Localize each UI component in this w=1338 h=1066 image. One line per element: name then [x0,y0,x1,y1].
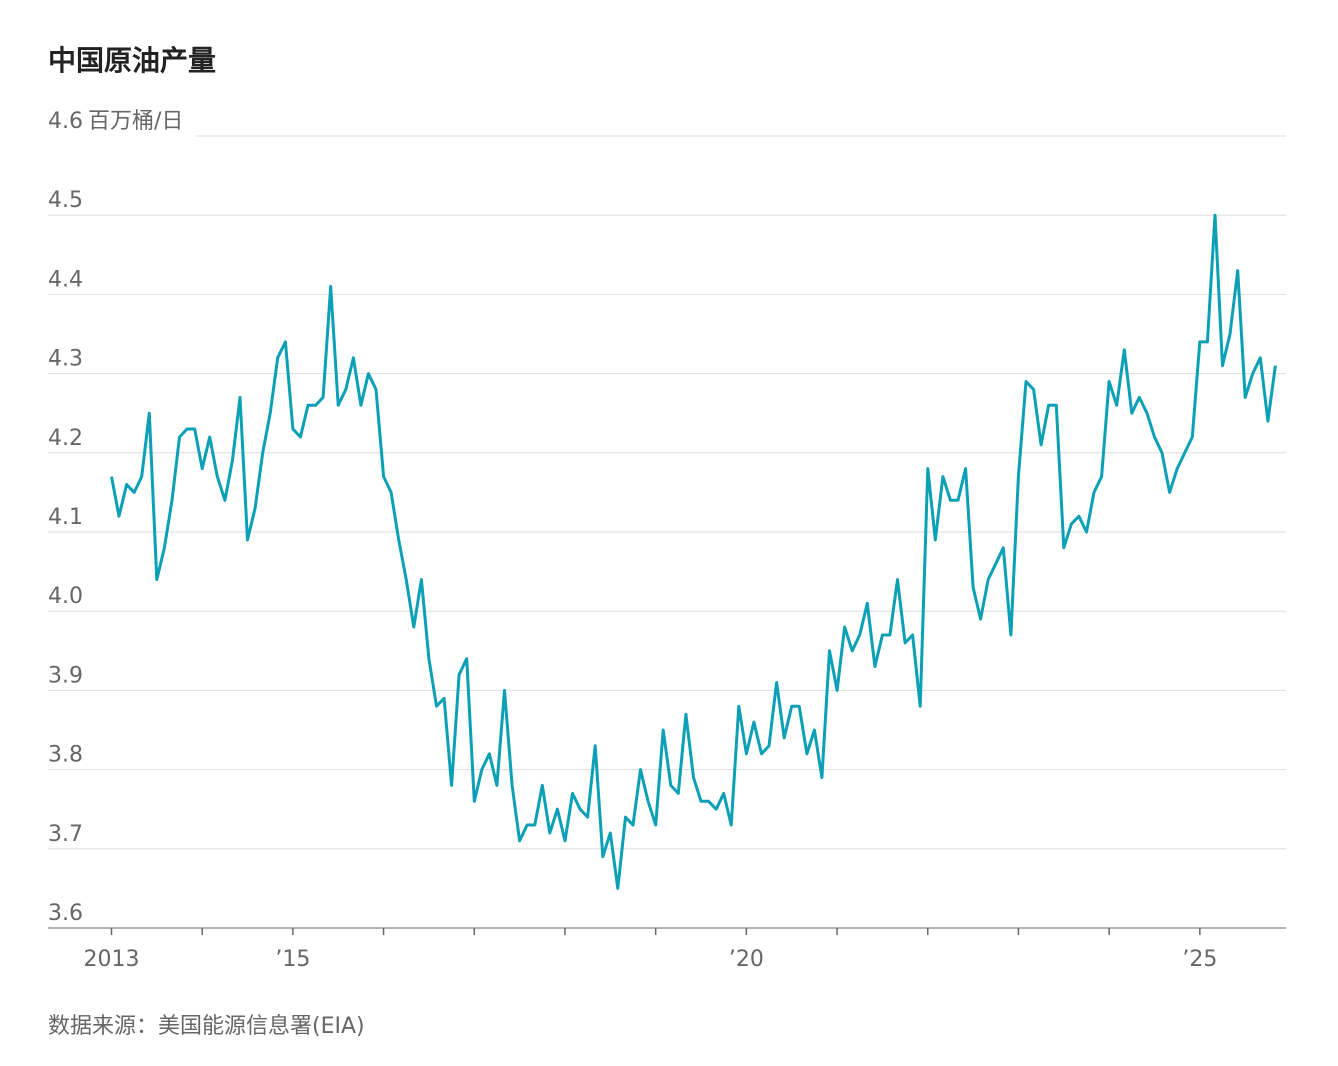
y-tick-label: 3.8 [48,743,83,768]
y-tick-label: 4.1 [48,505,83,530]
y-tick-label: 4.4 [48,267,83,292]
data-line [110,213,1277,890]
x-tick-label: ’20 [729,947,764,972]
source-note: 数据来源：美国能源信息署(EIA) [48,1014,365,1039]
y-tick-label: 3.7 [48,822,83,847]
x-tick-label: ’15 [275,947,310,972]
y-tick-label: 4.5 [48,188,83,213]
y-tick-label: 4.3 [48,347,83,372]
y-tick-label: 4.6 [48,109,83,134]
y-tick-label: 3.9 [48,663,83,688]
x-tick-label: 2013 [83,947,139,972]
x-tick-label: ’25 [1182,947,1217,972]
y-unit: 百万桶/日 [88,109,183,134]
y-tick-label: 3.6 [48,901,83,926]
y-tick-label: 4.0 [48,584,83,609]
y-tick-label: 4.2 [48,426,83,451]
chart-title: 中国原油产量 [48,44,216,77]
